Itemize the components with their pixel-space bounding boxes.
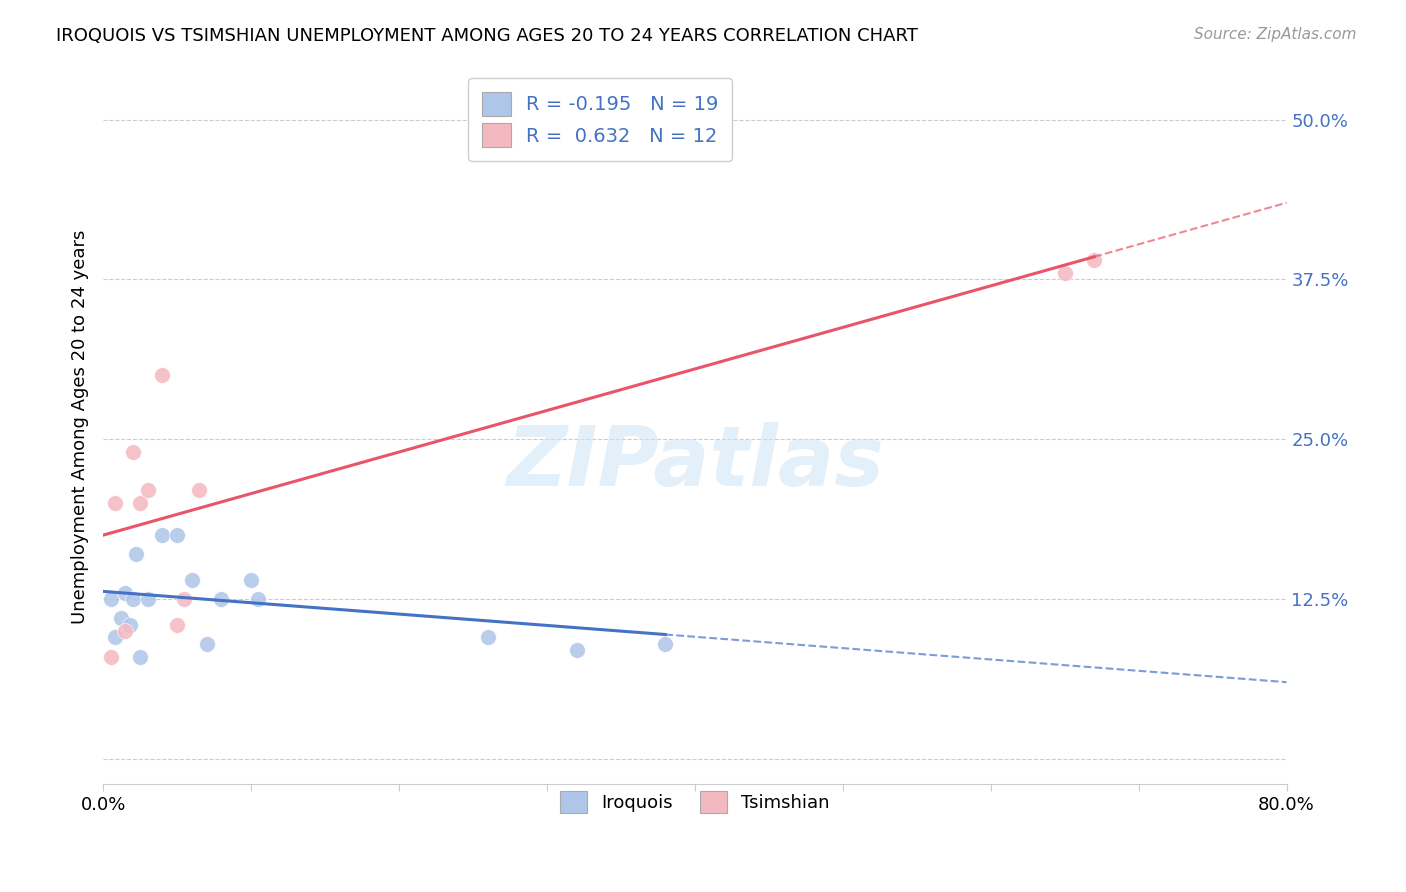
Text: ZIPatlas: ZIPatlas xyxy=(506,422,884,503)
Point xyxy=(150,528,173,542)
Point xyxy=(477,631,499,645)
Point xyxy=(104,496,127,510)
Point xyxy=(129,649,152,664)
Point xyxy=(100,592,122,607)
Point xyxy=(114,585,136,599)
Point xyxy=(114,624,136,638)
Legend: Iroquois, Tsimshian: Iroquois, Tsimshian xyxy=(547,778,842,825)
Text: IROQUOIS VS TSIMSHIAN UNEMPLOYMENT AMONG AGES 20 TO 24 YEARS CORRELATION CHART: IROQUOIS VS TSIMSHIAN UNEMPLOYMENT AMONG… xyxy=(56,27,918,45)
Point xyxy=(195,637,218,651)
Point xyxy=(110,611,132,625)
Point xyxy=(211,592,233,607)
Point xyxy=(1083,253,1105,268)
Point xyxy=(565,643,588,657)
Point xyxy=(121,592,143,607)
Point xyxy=(654,637,676,651)
Point xyxy=(100,649,122,664)
Point xyxy=(121,445,143,459)
Point xyxy=(129,496,152,510)
Point xyxy=(104,631,127,645)
Point xyxy=(136,592,159,607)
Point xyxy=(173,592,195,607)
Point xyxy=(180,573,202,587)
Point xyxy=(136,483,159,498)
Y-axis label: Unemployment Among Ages 20 to 24 years: Unemployment Among Ages 20 to 24 years xyxy=(72,229,89,624)
Point xyxy=(166,528,188,542)
Point xyxy=(247,592,270,607)
Point xyxy=(240,573,263,587)
Text: Source: ZipAtlas.com: Source: ZipAtlas.com xyxy=(1194,27,1357,42)
Point xyxy=(166,617,188,632)
Point xyxy=(118,617,141,632)
Point xyxy=(124,547,146,561)
Point xyxy=(188,483,211,498)
Point xyxy=(150,368,173,383)
Point xyxy=(1053,266,1076,280)
